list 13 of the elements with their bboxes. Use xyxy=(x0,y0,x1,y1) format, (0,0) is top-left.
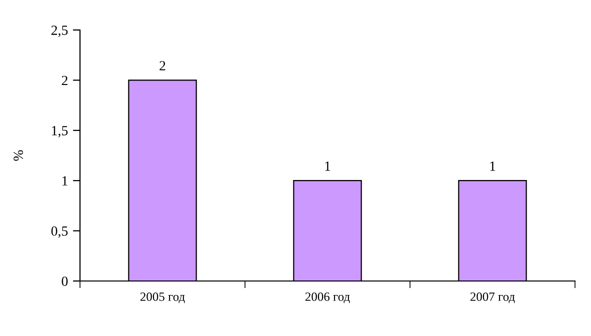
y-tick-label: 0,5 xyxy=(51,226,68,238)
data-label: 1 xyxy=(325,162,330,171)
x-tick-label: 2005 год xyxy=(140,292,185,304)
y-tick-label: 0 xyxy=(62,276,68,286)
y-axis-title: % xyxy=(14,150,24,161)
data-label: 2 xyxy=(160,61,166,70)
x-tick-label: 2007 год xyxy=(470,292,515,304)
y-tick-label: 2,5 xyxy=(51,26,68,37)
data-label: 1 xyxy=(490,162,496,171)
y-tick-label: 2 xyxy=(62,76,68,86)
y-tick-label: 1 xyxy=(62,176,68,186)
x-tick-label: 2006 год xyxy=(305,292,350,304)
y-tick-label: 1,5 xyxy=(52,126,68,138)
